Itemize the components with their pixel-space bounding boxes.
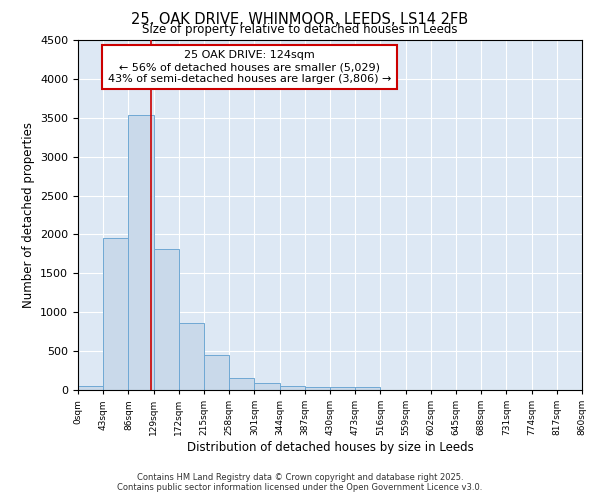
Text: Contains HM Land Registry data © Crown copyright and database right 2025.
Contai: Contains HM Land Registry data © Crown c… [118, 473, 482, 492]
Bar [355, 388, 380, 390]
Text: Size of property relative to detached houses in Leeds: Size of property relative to detached ho… [142, 22, 458, 36]
Text: 25 OAK DRIVE: 124sqm
← 56% of detached houses are smaller (5,029)
43% of semi-de: 25 OAK DRIVE: 124sqm ← 56% of detached h… [107, 50, 391, 84]
X-axis label: Distribution of detached houses by size in Leeds: Distribution of detached houses by size … [187, 441, 473, 454]
Y-axis label: Number of detached properties: Number of detached properties [22, 122, 35, 308]
Bar [254, 383, 280, 390]
Bar [103, 238, 128, 390]
Bar [128, 116, 154, 390]
Bar [305, 386, 330, 390]
Bar [204, 355, 229, 390]
Bar [154, 249, 179, 390]
Bar [229, 378, 254, 390]
Text: 25, OAK DRIVE, WHINMOOR, LEEDS, LS14 2FB: 25, OAK DRIVE, WHINMOOR, LEEDS, LS14 2FB [131, 12, 469, 28]
Bar [280, 386, 305, 390]
Bar [330, 387, 355, 390]
Bar [78, 386, 103, 390]
Bar [179, 323, 204, 390]
